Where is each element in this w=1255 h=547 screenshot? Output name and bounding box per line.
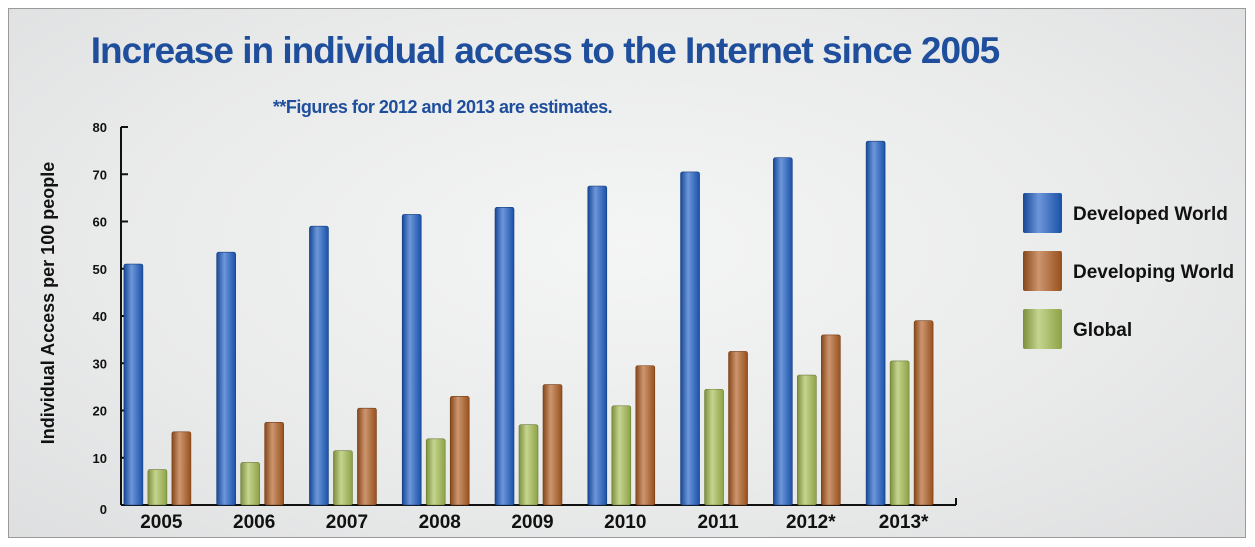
bar-developing-world-2012	[821, 335, 840, 505]
bar-developing-world-2008	[450, 396, 469, 505]
x-tick-label-2013: 2013*	[879, 512, 929, 533]
x-tick-label-2005: 2005	[140, 512, 183, 533]
bar-developed-world-2010	[588, 186, 607, 505]
y-tick-label: 50	[93, 262, 107, 277]
y-axis-label: Individual Access per 100 people	[38, 162, 58, 444]
bar-developing-world-2006	[265, 422, 284, 505]
bars: 2005 2006 2007 2008 2009 2010 2011 2012* 2013*	[124, 141, 933, 533]
bar-global-2008	[426, 439, 445, 505]
y-tick-label: 60	[93, 215, 107, 230]
bar-developing-world-2011	[729, 351, 748, 505]
legend-label-developing-world: Developing World	[1073, 262, 1234, 283]
bar-global-2010	[612, 406, 631, 505]
x-tick-label-2008: 2008	[419, 512, 461, 533]
bar-developing-world-2010	[636, 366, 655, 505]
y-tick-label: 10	[93, 451, 107, 466]
x-tick-label-2007: 2007	[326, 512, 368, 533]
bar-developing-world-2007	[357, 408, 376, 505]
bar-global-2006	[241, 462, 260, 505]
x-tick-label-2009: 2009	[511, 512, 553, 533]
bar-global-2013	[890, 361, 909, 505]
x-tick-label-2010: 2010	[604, 512, 646, 533]
x-tick-label-2006: 2006	[233, 512, 275, 533]
bar-global-2007	[333, 451, 352, 505]
y-tick-label: 80	[93, 120, 107, 135]
bar-developed-world-2007	[309, 226, 328, 505]
bar-developed-world-2012	[773, 158, 792, 505]
bar-developed-world-2011	[681, 172, 700, 505]
legend: Developed World Developing World Global	[1023, 193, 1234, 349]
y-tick-label: 20	[93, 404, 107, 419]
bar-developed-world-2013	[866, 141, 885, 505]
bar-developing-world-2005	[172, 432, 191, 505]
x-tick-label-2011: 2011	[697, 512, 739, 533]
bar-global-2005	[148, 470, 167, 505]
y-tick-label: 30	[93, 356, 107, 371]
y-tick-label: 70	[93, 167, 107, 182]
bar-global-2009	[519, 425, 538, 505]
y-tick-label: 40	[93, 309, 107, 324]
legend-swatch-developed-world	[1023, 193, 1062, 233]
legend-label-developed-world: Developed World	[1073, 204, 1228, 225]
bar-global-2012	[797, 375, 816, 505]
y-tick-label: 0	[100, 502, 107, 517]
bar-developed-world-2008	[402, 214, 421, 505]
bar-developing-world-2013	[914, 321, 933, 505]
legend-swatch-developing-world	[1023, 251, 1062, 291]
bar-developed-world-2006	[217, 252, 236, 505]
bar-developed-world-2009	[495, 207, 514, 505]
bar-developing-world-2009	[543, 385, 562, 505]
bar-developed-world-2005	[124, 264, 143, 505]
legend-swatch-global	[1023, 309, 1062, 349]
legend-label-global: Global	[1073, 320, 1132, 341]
bar-global-2011	[705, 389, 724, 505]
x-tick-label-2012: 2012*	[786, 512, 836, 533]
